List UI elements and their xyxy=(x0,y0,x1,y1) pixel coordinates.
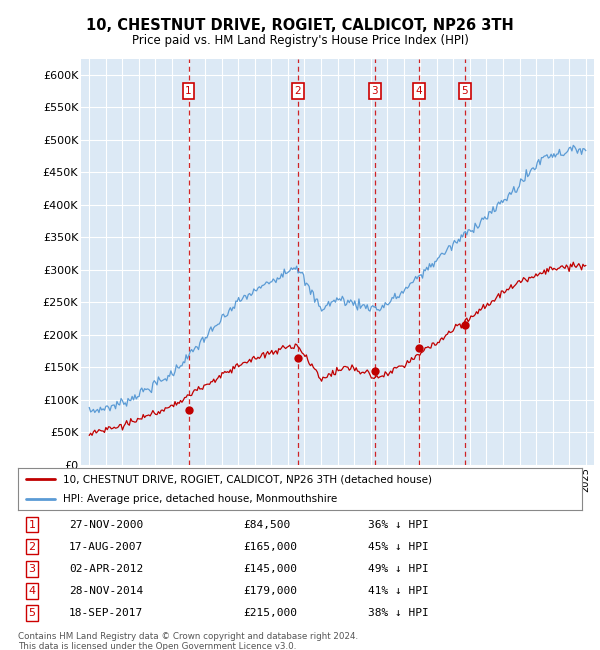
Text: £165,000: £165,000 xyxy=(244,541,298,552)
Text: 4: 4 xyxy=(415,86,422,96)
Text: 4: 4 xyxy=(29,586,35,596)
Text: 10, CHESTNUT DRIVE, ROGIET, CALDICOT, NP26 3TH: 10, CHESTNUT DRIVE, ROGIET, CALDICOT, NP… xyxy=(86,18,514,34)
Text: 45% ↓ HPI: 45% ↓ HPI xyxy=(368,541,428,552)
Text: 02-APR-2012: 02-APR-2012 xyxy=(69,564,143,574)
Text: 36% ↓ HPI: 36% ↓ HPI xyxy=(368,519,428,530)
Text: 2: 2 xyxy=(29,541,35,552)
Text: 1: 1 xyxy=(29,519,35,530)
Text: £145,000: £145,000 xyxy=(244,564,298,574)
Text: 3: 3 xyxy=(29,564,35,574)
Text: £215,000: £215,000 xyxy=(244,608,298,618)
Text: Contains HM Land Registry data © Crown copyright and database right 2024.
This d: Contains HM Land Registry data © Crown c… xyxy=(18,632,358,650)
Text: 18-SEP-2017: 18-SEP-2017 xyxy=(69,608,143,618)
Text: Price paid vs. HM Land Registry's House Price Index (HPI): Price paid vs. HM Land Registry's House … xyxy=(131,34,469,47)
Text: 27-NOV-2000: 27-NOV-2000 xyxy=(69,519,143,530)
Text: £84,500: £84,500 xyxy=(244,519,291,530)
Text: HPI: Average price, detached house, Monmouthshire: HPI: Average price, detached house, Monm… xyxy=(63,494,337,504)
Text: 49% ↓ HPI: 49% ↓ HPI xyxy=(368,564,428,574)
Text: 41% ↓ HPI: 41% ↓ HPI xyxy=(368,586,428,596)
Text: 17-AUG-2007: 17-AUG-2007 xyxy=(69,541,143,552)
Text: £179,000: £179,000 xyxy=(244,586,298,596)
Text: 10, CHESTNUT DRIVE, ROGIET, CALDICOT, NP26 3TH (detached house): 10, CHESTNUT DRIVE, ROGIET, CALDICOT, NP… xyxy=(63,474,432,484)
Text: 1: 1 xyxy=(185,86,192,96)
Text: 5: 5 xyxy=(461,86,468,96)
Text: 38% ↓ HPI: 38% ↓ HPI xyxy=(368,608,428,618)
Text: 28-NOV-2014: 28-NOV-2014 xyxy=(69,586,143,596)
Text: 3: 3 xyxy=(371,86,378,96)
Text: 5: 5 xyxy=(29,608,35,618)
Text: 2: 2 xyxy=(295,86,301,96)
